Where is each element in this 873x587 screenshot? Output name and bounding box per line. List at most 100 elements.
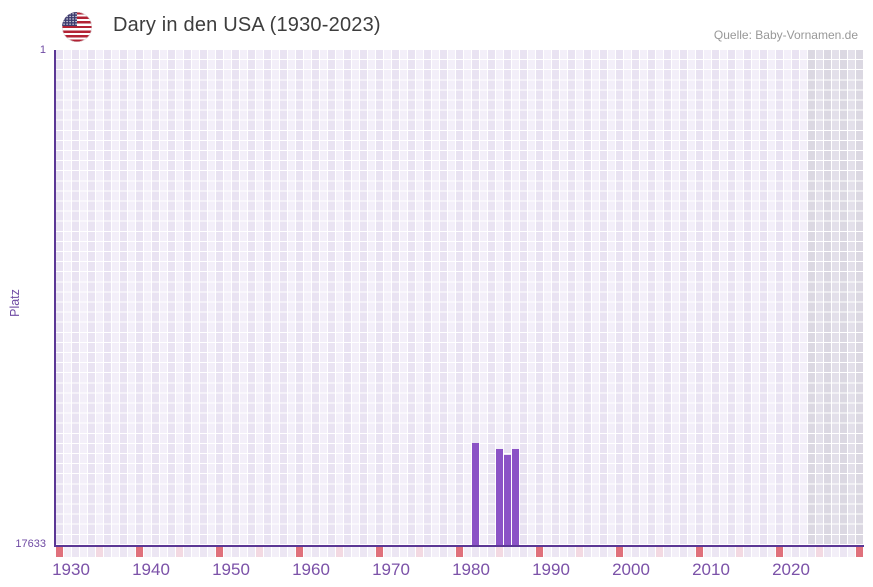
year-tick-cell (848, 547, 855, 557)
grid-column (432, 50, 439, 545)
year-tick-cell (288, 547, 295, 557)
grid-column (328, 50, 335, 545)
grid-column (288, 50, 295, 545)
year-tick-cell (448, 547, 455, 557)
year-tick-cell (736, 547, 743, 557)
grid-column (472, 50, 479, 545)
bar-1987[interactable] (512, 448, 519, 545)
year-tick-cell (176, 547, 183, 557)
grid-column (696, 50, 703, 545)
y-axis-max-label: 1 (39, 44, 46, 56)
grid-column (704, 50, 711, 545)
decade-tick-cell (456, 547, 463, 557)
grid-column (320, 50, 327, 545)
year-tick-cell (384, 547, 391, 557)
year-tick-cell (160, 547, 167, 557)
grid-column (760, 50, 767, 545)
grid-column (304, 50, 311, 545)
year-tick-cell (680, 547, 687, 557)
year-tick-cell (568, 547, 575, 557)
year-tick-cell (688, 547, 695, 557)
year-tick-cell (640, 547, 647, 557)
year-tick-cell (752, 547, 759, 557)
year-tick-cell (152, 547, 159, 557)
x-tick-label-1960: 1960 (292, 560, 330, 579)
x-tick-label-1940: 1940 (132, 560, 170, 579)
x-tick-label-1990: 1990 (532, 560, 570, 579)
grid-column (848, 50, 855, 545)
grid-column (384, 50, 391, 545)
decade-tick-cell (56, 547, 63, 557)
year-tick-cell (832, 547, 839, 557)
year-tick-cell (208, 547, 215, 557)
year-tick-cell (792, 547, 799, 557)
year-tick-cell (712, 547, 719, 557)
year-tick-cell (800, 547, 807, 557)
year-tick-cell (624, 547, 631, 557)
grid-column (672, 50, 679, 545)
year-tick-cell (720, 547, 727, 557)
decade-tick-cell (296, 547, 303, 557)
grid-column (424, 50, 431, 545)
year-tick-cell (320, 547, 327, 557)
grid-column (80, 50, 87, 545)
year-tick-cell (400, 547, 407, 557)
grid-column (456, 50, 463, 545)
x-tick-label-2020: 2020 (772, 560, 810, 579)
bar-1986[interactable] (504, 455, 511, 545)
year-tick-cell (672, 547, 679, 557)
grid-column (504, 50, 511, 545)
grid-column (640, 50, 647, 545)
x-axis-labels: 1930 1940 1950 1960 1970 1980 1990 2000 2010 2020 (52, 560, 864, 582)
grid-column (840, 50, 847, 545)
x-tick-label-1980: 1980 (452, 560, 490, 579)
grid-column (144, 50, 151, 545)
grid-column (464, 50, 471, 545)
grid-column (64, 50, 71, 545)
grid-column (440, 50, 447, 545)
grid-column (208, 50, 215, 545)
year-tick-cell (432, 547, 439, 557)
decade-tick-cell (696, 547, 703, 557)
grid-column (568, 50, 575, 545)
x-tick-label-1950: 1950 (212, 560, 250, 579)
chart-title: Dary in den USA (1930-2023) (113, 14, 381, 36)
year-tick-cell (264, 547, 271, 557)
year-tick-cell (280, 547, 287, 557)
bars-layer (56, 50, 864, 545)
year-tick-cell (312, 547, 319, 557)
grid-column (416, 50, 423, 545)
year-tick-cell (96, 547, 103, 557)
x-axis-line (54, 545, 864, 547)
year-tick-cell (328, 547, 335, 557)
year-tick-cell (504, 547, 511, 557)
grid-column (176, 50, 183, 545)
year-tick-cell (584, 547, 591, 557)
year-tick-cell (784, 547, 791, 557)
grid-column (616, 50, 623, 545)
year-tick-cell (648, 547, 655, 557)
year-tick-cell (840, 547, 847, 557)
grid-column (712, 50, 719, 545)
plot-grid (56, 50, 864, 545)
grid-column (296, 50, 303, 545)
grid-column (200, 50, 207, 545)
y-axis-title: Platz (8, 289, 22, 317)
bar-1982[interactable] (472, 443, 479, 545)
grid-column (776, 50, 783, 545)
year-tick-cell (256, 547, 263, 557)
year-tick-cell (168, 547, 175, 557)
grid-column (552, 50, 559, 545)
year-tick-cell (488, 547, 495, 557)
year-tick-cell (520, 547, 527, 557)
decade-tick-cell (136, 547, 143, 557)
year-tick-cell (64, 547, 71, 557)
grid-column (824, 50, 831, 545)
grid-column (128, 50, 135, 545)
grid-column (520, 50, 527, 545)
grid-column (120, 50, 127, 545)
bar-1985[interactable] (496, 448, 503, 545)
year-tick-cell (664, 547, 671, 557)
decade-tick-cell (216, 547, 223, 557)
